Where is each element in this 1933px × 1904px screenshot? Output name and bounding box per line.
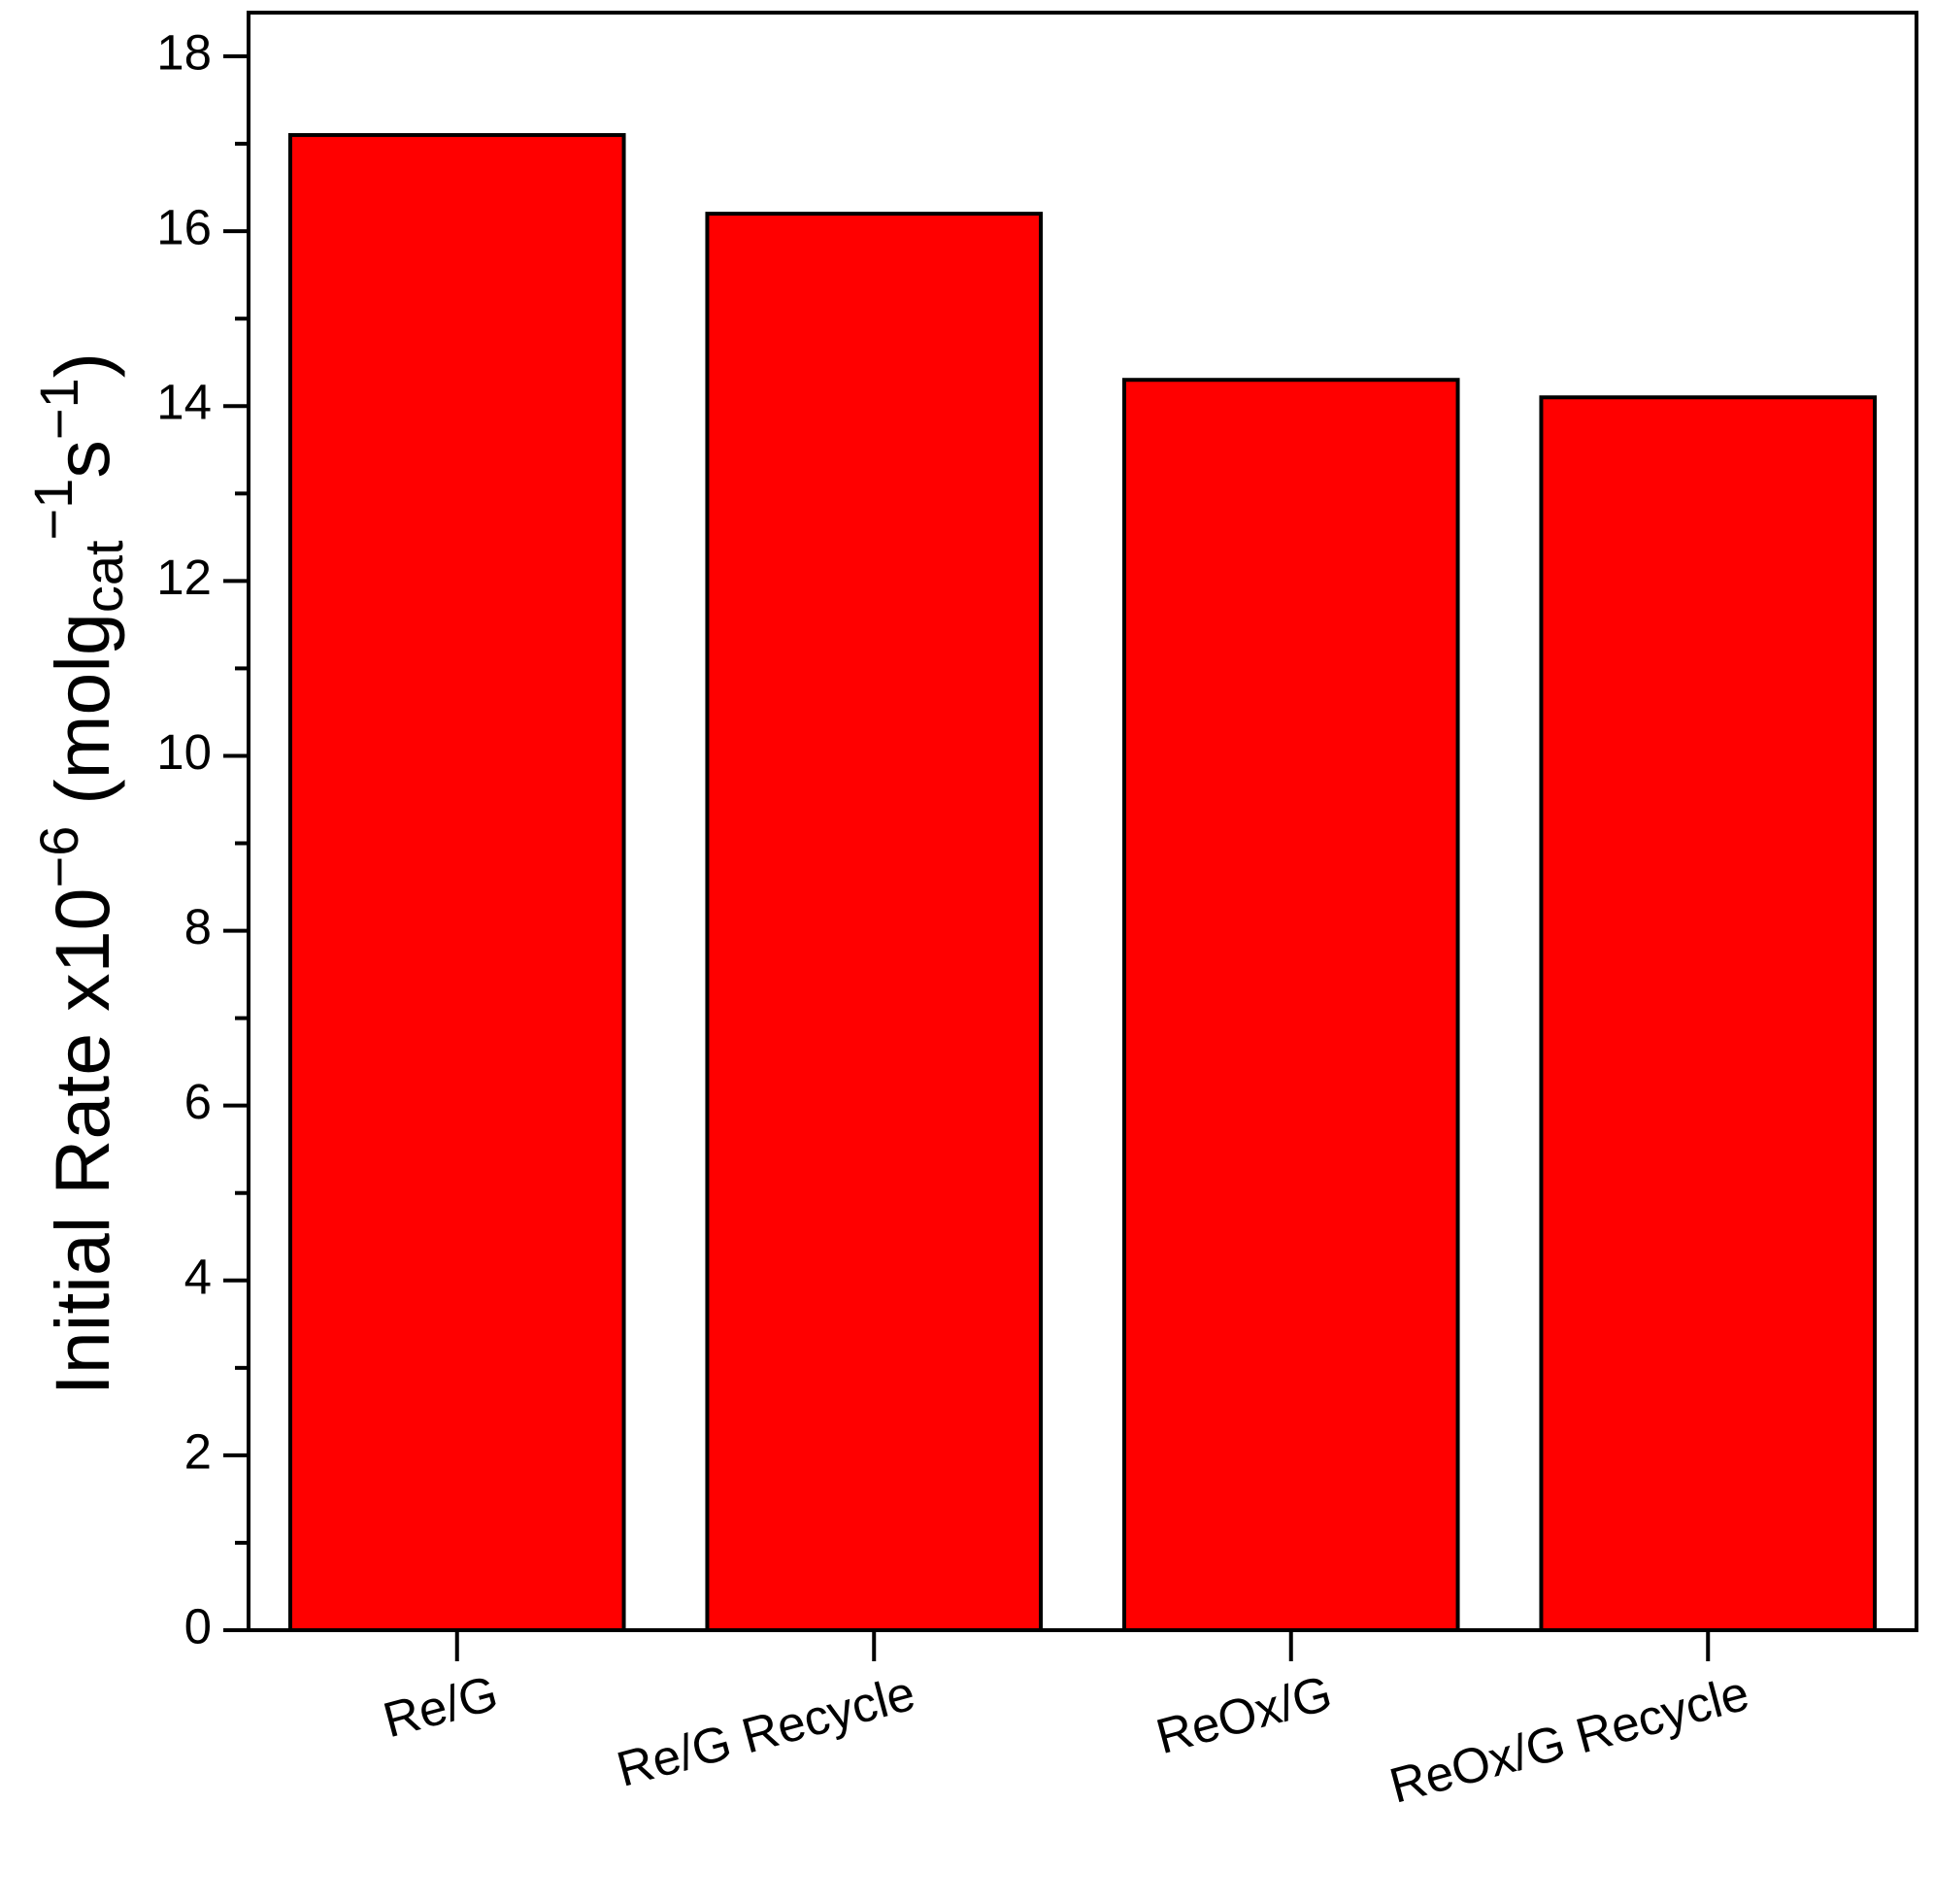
y-tick-label: 2	[184, 1423, 212, 1479]
x-tick-label: ReOx/G Recycle	[1384, 1665, 1755, 1814]
y-tick-label: 4	[184, 1249, 212, 1304]
y-tick-label: 14	[156, 375, 212, 430]
y-axis-label: Initial Rate x10−6 (molgcat−1s−1)	[22, 352, 134, 1395]
plot-frame	[247, 11, 1918, 1632]
y-label-part: −1	[28, 378, 89, 440]
y-tick-label: 10	[156, 724, 212, 780]
y-tick-label: 12	[156, 550, 212, 605]
y-label-part: (molg	[39, 613, 125, 826]
bar	[1539, 395, 1878, 1633]
y-tick-label: 0	[184, 1598, 212, 1653]
y-label-part: Initial Rate x10	[39, 888, 125, 1396]
y-tick-label: 8	[184, 899, 212, 954]
bar	[705, 212, 1044, 1633]
x-tick-label: Re/G	[378, 1665, 504, 1749]
y-label-part: −6	[28, 826, 89, 888]
y-label-part: cat	[73, 540, 134, 613]
y-tick-label: 16	[156, 200, 212, 255]
y-tick-label: 18	[156, 24, 212, 80]
bar	[287, 133, 626, 1632]
x-tick-label: ReOx/G	[1150, 1665, 1338, 1765]
y-label-part: s	[39, 440, 125, 479]
bar	[1121, 378, 1460, 1632]
y-label-part: −1	[22, 479, 83, 541]
y-label-part: )	[39, 352, 125, 378]
y-tick-label: 6	[184, 1074, 212, 1129]
x-tick-label: Re/G Recycle	[611, 1665, 920, 1797]
